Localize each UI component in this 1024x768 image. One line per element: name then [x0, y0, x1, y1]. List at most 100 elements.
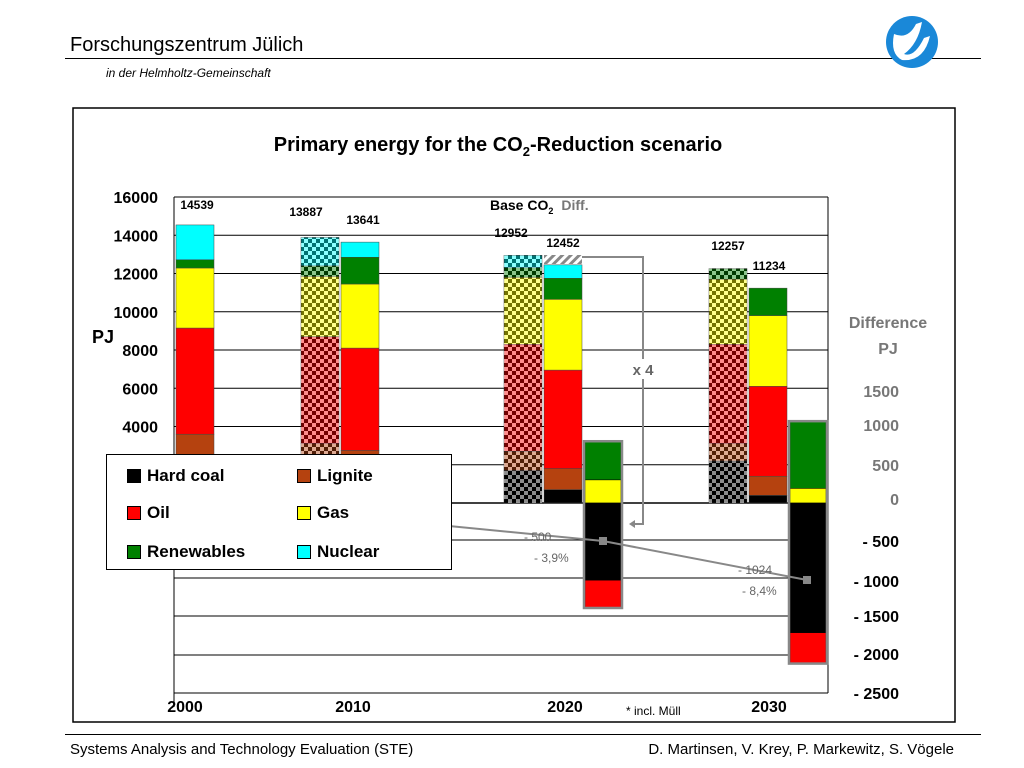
bar-segment-lignite [543, 468, 583, 490]
legend-item-lignite: Lignite [297, 466, 373, 486]
legend-swatch [297, 545, 311, 559]
bar-segment-renewables [175, 259, 215, 269]
y-tick-label: 14000 [114, 228, 159, 245]
bar-total-label: 12257 [711, 239, 745, 253]
legend-item-hard-coal: Hard coal [127, 466, 224, 486]
bar-segment-pattern [504, 344, 542, 452]
y-tick-label: 10000 [114, 305, 159, 322]
y-axis-label: PJ [92, 327, 114, 347]
legend-label: Renewables [147, 542, 246, 561]
bar-segment-gas [543, 299, 583, 371]
column-header: Base CO2 Diff. [490, 197, 589, 216]
bar-segment-pattern [504, 451, 542, 471]
diff-segment-oil [789, 632, 827, 664]
bar-segment-nuclear [175, 224, 215, 261]
legend-swatch [127, 545, 141, 559]
x-tick-label: 2000 [167, 699, 203, 716]
diff-segment-gas [584, 479, 622, 504]
legend-item-renewables: Renewables [127, 542, 245, 562]
legend-swatch [297, 506, 311, 520]
right-tick-label: 0 [890, 492, 899, 509]
right-tick-label: - 1000 [854, 574, 899, 591]
y-tick-label: 6000 [122, 381, 158, 398]
bar-total-label: 14539 [180, 198, 214, 212]
bar-segment-pattern [301, 237, 339, 266]
energy-chart: Primary energy for the CO2-Reduction sce… [72, 107, 956, 723]
bar-segment-nuclear [543, 264, 583, 279]
footer-left: Systems Analysis and Technology Evaluati… [70, 741, 414, 758]
legend-item-nuclear: Nuclear [297, 542, 379, 562]
fz-juelich-logo [886, 16, 938, 68]
bar-segment-renewables [340, 256, 380, 285]
multiplier-bg [624, 359, 660, 379]
bar-total-label: 11234 [753, 259, 786, 273]
bar-segment-gas [748, 315, 788, 387]
multiplier-arrowhead [629, 520, 635, 528]
y-tick-label: 4000 [122, 420, 158, 437]
bar-segment-oil [175, 327, 215, 435]
trend-marker [803, 576, 811, 584]
y-tick-label: 12000 [114, 267, 159, 284]
x-tick-label: 2030 [751, 699, 787, 716]
header-rule [65, 58, 981, 59]
right-tick-label: 500 [872, 458, 899, 475]
legend-label: Lignite [317, 466, 373, 485]
chart-title: Primary energy for the CO2-Reduction sce… [274, 134, 722, 159]
legend-swatch [127, 469, 141, 483]
x-tick-label: 2020 [547, 699, 583, 716]
chart-frame: Primary energy for the CO2-Reduction sce… [72, 107, 956, 723]
diff-percent-label: - 8,4% [742, 584, 777, 598]
bar-total-label: 13887 [289, 205, 323, 219]
right-tick-label: - 1500 [854, 609, 899, 626]
right-axis-label: Difference [849, 315, 927, 332]
bar-segment-pattern [709, 279, 747, 345]
header-title: Forschungszentrum Jülich [70, 34, 304, 56]
trend-marker [599, 537, 607, 545]
diff-segment-hard-coal [789, 502, 827, 633]
bar-segment-gas [340, 283, 380, 349]
legend-item-oil: Oil [127, 503, 170, 523]
header-subtitle: in der Helmholtz-Gemeinschaft [106, 66, 271, 80]
bar-segment-oil [543, 369, 583, 469]
bar-segment-pattern [504, 277, 542, 345]
diff-bar-outline [582, 439, 624, 610]
bar-segment-renewables [748, 287, 788, 316]
y-tick-label: 16000 [114, 190, 159, 207]
legend-label: Oil [147, 503, 170, 522]
bar-total-label: 13641 [346, 213, 380, 227]
diff-segment-renewables [789, 420, 827, 489]
legend: Hard coal Lignite Oil Gas Renewables Nuc… [106, 454, 452, 570]
legend-swatch [297, 469, 311, 483]
right-tick-label: 1500 [863, 384, 899, 401]
bar-segment-pattern [709, 268, 747, 280]
footnote: * incl. Müll [626, 704, 681, 718]
bar-total-label: 12452 [546, 236, 580, 250]
diff-bar-outline [787, 419, 829, 665]
bar-segment-gas [175, 267, 215, 329]
bar-segment-pattern [504, 267, 542, 278]
y-tick-label: 8000 [122, 343, 158, 360]
right-tick-label: 1000 [863, 418, 899, 435]
bar-segment-pattern [504, 470, 542, 503]
bar-segment-pattern [301, 276, 339, 337]
bar-segment-nuclear [340, 241, 380, 258]
multiplier-bracket [582, 256, 644, 525]
bar-segment-pattern [709, 460, 747, 503]
right-tick-label: - 500 [863, 534, 900, 551]
right-tick-label: - 2000 [854, 647, 899, 664]
bar-segment-pattern [709, 344, 747, 444]
bar-segment-hard-coal [748, 495, 788, 504]
reduction-hatch [544, 255, 582, 264]
x-tick-label: 2010 [335, 699, 371, 716]
legend-label: Nuclear [317, 542, 380, 561]
bar-segment-oil [340, 347, 380, 451]
diff-segment-gas [789, 488, 827, 504]
footer-rule [65, 734, 981, 735]
bar-segment-lignite [748, 475, 788, 496]
right-axis-unit: PJ [878, 341, 898, 358]
bar-total-label: 12952 [494, 226, 528, 240]
bar-segment-pattern [709, 443, 747, 461]
diff-segment-oil [584, 579, 622, 609]
legend-label: Hard coal [147, 466, 225, 485]
bar-segment-pattern [301, 336, 339, 444]
